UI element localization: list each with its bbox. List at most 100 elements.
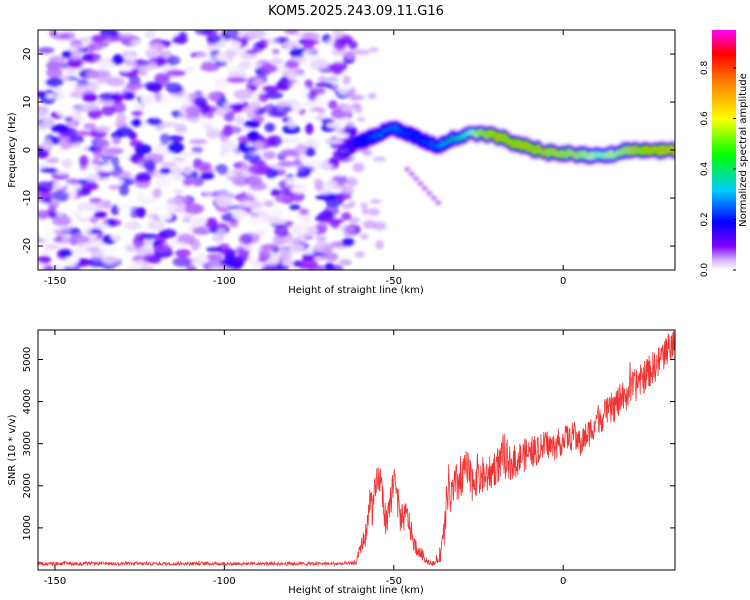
noise-blob: [134, 240, 143, 249]
noise-blob: [83, 226, 92, 234]
noise-blob: [61, 140, 72, 150]
noise-blob: [191, 146, 203, 154]
noise-blob: [96, 60, 115, 69]
noise-blob: [261, 265, 278, 270]
noise-blob: [206, 128, 221, 140]
noise-blob: [38, 231, 58, 240]
spectrogram-y-tick-label: -20: [22, 238, 33, 254]
noise-blob: [421, 185, 428, 191]
noise-blob: [71, 110, 83, 119]
snr-x-axis-label: Height of straight line (km): [288, 585, 424, 596]
noise-blob: [224, 40, 242, 50]
noise-blob: [282, 124, 301, 135]
spectrogram-x-tick-label: -150: [44, 276, 67, 287]
noise-blob: [140, 93, 156, 105]
noise-blob: [277, 160, 295, 168]
noise-blob: [45, 93, 55, 99]
noise-blob: [194, 30, 214, 36]
noise-blob: [302, 39, 315, 50]
noise-blob: [238, 233, 253, 245]
snr-y-tick-label: 5000: [22, 347, 33, 372]
noise-blob: [180, 95, 192, 102]
noise-blob: [184, 203, 205, 215]
noise-blob: [272, 234, 285, 246]
spectrogram-noise-layer: [38, 30, 442, 270]
colorbar: 0.0 0.2 0.4 0.6 0.8 Normalized spectral ampl…: [700, 30, 749, 277]
noise-blob: [146, 117, 163, 126]
noise-blob: [216, 163, 229, 176]
noise-blob: [47, 206, 57, 218]
noise-blob: [295, 143, 308, 155]
noise-blob: [86, 43, 95, 54]
noise-blob: [166, 55, 181, 66]
noise-blob: [323, 204, 340, 217]
noise-blob: [243, 152, 262, 162]
colorbar-tick-label: 0.4: [700, 162, 710, 177]
noise-blob: [350, 95, 361, 102]
spectrogram-y-axis-label: Frequency (Hz): [7, 112, 18, 188]
noise-blob: [413, 176, 420, 182]
noise-blob: [172, 257, 192, 267]
noise-blob: [86, 246, 102, 252]
noise-blob: [200, 63, 220, 72]
noise-blob: [206, 44, 218, 52]
noise-blob: [262, 85, 280, 93]
noise-blob: [259, 63, 278, 74]
noise-blob: [197, 116, 211, 128]
noise-blob: [335, 132, 350, 138]
snr-x-tick-label: -150: [44, 576, 67, 587]
noise-blob: [170, 43, 180, 54]
noise-blob: [328, 157, 340, 166]
noise-blob: [123, 39, 133, 46]
noise-blob: [332, 30, 345, 40]
noise-blob: [119, 33, 135, 40]
noise-blob: [408, 171, 415, 177]
noise-blob: [355, 103, 362, 114]
noise-blob: [42, 244, 61, 250]
noise-blob: [267, 111, 287, 117]
noise-blob: [302, 253, 314, 261]
noise-blob: [269, 58, 284, 65]
noise-blob: [87, 257, 106, 268]
chart-title: KOM5.2025.243.09.11.G16: [268, 4, 444, 19]
noise-blob: [93, 211, 108, 219]
noise-blob: [200, 172, 215, 180]
noise-blob: [233, 89, 253, 100]
noise-blob: [83, 123, 97, 130]
noise-blob: [153, 175, 173, 185]
noise-blob: [185, 264, 197, 270]
noise-blob: [53, 166, 71, 176]
noise-blob: [183, 165, 192, 175]
noise-blob: [50, 124, 70, 133]
noise-blob: [369, 199, 382, 204]
noise-blob: [190, 238, 201, 251]
spectrogram-x-tick-label: 0: [560, 276, 566, 287]
noise-blob: [349, 87, 356, 95]
noise-blob: [127, 100, 141, 110]
noise-blob: [263, 91, 284, 99]
noise-blob: [359, 202, 368, 207]
noise-blob: [242, 105, 255, 115]
noise-blob: [118, 65, 133, 73]
noise-blob: [48, 55, 65, 66]
noise-blob: [325, 139, 345, 145]
spectrogram-y-tick-label: 10: [22, 96, 33, 109]
noise-blob: [348, 40, 358, 50]
noise-blob: [168, 135, 184, 143]
noise-blob: [51, 182, 65, 190]
noise-blob: [354, 251, 365, 258]
noise-blob: [38, 105, 49, 117]
noise-blob: [426, 190, 433, 196]
noise-blob: [292, 260, 302, 267]
noise-blob: [118, 203, 135, 212]
noise-blob: [160, 161, 176, 168]
noise-blob: [147, 219, 165, 231]
noise-blob: [81, 182, 99, 189]
colorbar-label: Normalized spectral amplitude: [738, 73, 749, 227]
noise-blob: [172, 156, 186, 163]
spectrogram-y-tick-label: 20: [22, 48, 33, 61]
noise-blob: [304, 247, 314, 255]
noise-blob: [110, 230, 124, 242]
noise-blob: [341, 237, 355, 247]
